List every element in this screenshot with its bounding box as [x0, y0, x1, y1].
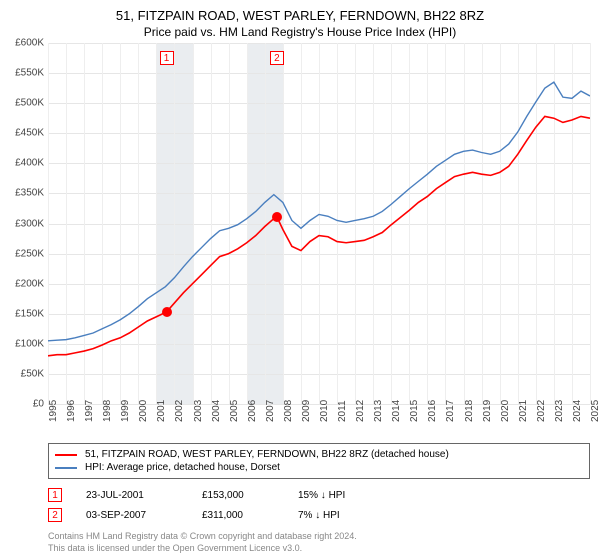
legend-row-property: 51, FITZPAIN ROAD, WEST PARLEY, FERNDOWN… [55, 448, 583, 461]
footer-line-1: Contains HM Land Registry data © Crown c… [48, 531, 590, 543]
sale-row-pct: 15% ↓ HPI [298, 490, 388, 501]
series-line-property [48, 116, 590, 355]
legend-swatch-hpi [55, 467, 77, 469]
y-tick-label: £150K [15, 308, 48, 319]
y-tick-label: £550K [15, 68, 48, 79]
gridline-v [590, 43, 591, 404]
sale-row: 1 23-JUL-2001 £153,000 15% ↓ HPI [48, 485, 590, 505]
footer-line-2: This data is licensed under the Open Gov… [48, 543, 590, 555]
sale-row-price: £153,000 [202, 490, 274, 501]
chart-title: 51, FITZPAIN ROAD, WEST PARLEY, FERNDOWN… [0, 8, 600, 23]
y-tick-label: £400K [15, 158, 48, 169]
sale-marker [272, 212, 282, 222]
y-tick-label: £50K [21, 368, 48, 379]
footer: Contains HM Land Registry data © Crown c… [48, 531, 590, 554]
y-tick-label: £350K [15, 188, 48, 199]
chart-subtitle: Price paid vs. HM Land Registry's House … [0, 25, 600, 39]
sale-badge: 1 [160, 51, 174, 65]
legend-label-property: 51, FITZPAIN ROAD, WEST PARLEY, FERNDOWN… [85, 449, 449, 460]
sale-row-badge: 2 [48, 508, 62, 522]
y-tick-label: £250K [15, 248, 48, 259]
sale-row-date: 03-SEP-2007 [86, 510, 178, 521]
legend-row-hpi: HPI: Average price, detached house, Dors… [55, 461, 583, 474]
y-tick-label: £450K [15, 128, 48, 139]
y-tick-label: £0 [33, 399, 48, 410]
sale-row-badge: 1 [48, 488, 62, 502]
x-tick-label: 2025 [590, 400, 600, 422]
chart-container: 51, FITZPAIN ROAD, WEST PARLEY, FERNDOWN… [0, 0, 600, 554]
y-tick-label: £500K [15, 98, 48, 109]
line-layer [48, 43, 590, 404]
legend-label-hpi: HPI: Average price, detached house, Dors… [85, 462, 280, 473]
sale-row-price: £311,000 [202, 510, 274, 521]
sale-row-pct: 7% ↓ HPI [298, 510, 388, 521]
sale-row-date: 23-JUL-2001 [86, 490, 178, 501]
y-tick-label: £100K [15, 338, 48, 349]
y-tick-label: £600K [15, 38, 48, 49]
sale-row: 2 03-SEP-2007 £311,000 7% ↓ HPI [48, 505, 590, 525]
y-tick-label: £300K [15, 218, 48, 229]
sale-marker [162, 307, 172, 317]
title-block: 51, FITZPAIN ROAD, WEST PARLEY, FERNDOWN… [0, 0, 600, 43]
legend-swatch-property [55, 454, 77, 456]
plot-area: £0£50K£100K£150K£200K£250K£300K£350K£400… [48, 43, 590, 433]
y-tick-label: £200K [15, 278, 48, 289]
sale-badge: 2 [270, 51, 284, 65]
legend: 51, FITZPAIN ROAD, WEST PARLEY, FERNDOWN… [48, 443, 590, 479]
series-line-hpi [48, 82, 590, 341]
sales-list: 1 23-JUL-2001 £153,000 15% ↓ HPI 2 03-SEP-200… [48, 485, 590, 525]
